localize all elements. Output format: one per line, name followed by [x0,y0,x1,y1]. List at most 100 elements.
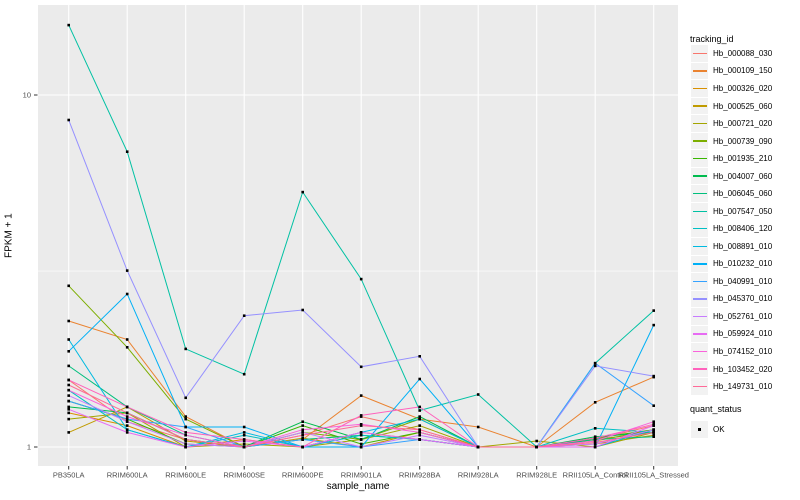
data-point-marker [593,364,597,368]
legend-key-box [691,80,708,97]
data-point-marker [418,415,421,418]
legend-color-line-swatch [692,368,707,370]
legend-color-line-swatch [692,87,707,90]
data-point-marker [184,431,187,434]
legend-color-line-swatch [692,122,707,125]
legend-item-Hb_103452_020: Hb_103452_020 [691,360,772,378]
data-point-marker [242,431,246,434]
data-point-marker [242,372,246,376]
data-point-marker [652,374,655,378]
data-point-marker [652,431,655,434]
legend-key-box [691,185,708,202]
legend-color-line-swatch [692,315,707,318]
data-point-marker [125,428,129,431]
data-point-marker [125,338,129,341]
legend-key-box [691,378,708,395]
legend-item-label: Hb_004007_060 [713,171,773,181]
legend-item-Hb_040991_010: Hb_040991_010 [691,273,772,291]
data-point-marker [125,415,129,418]
legend-color-line-swatch [692,140,707,142]
data-point-marker [67,417,70,421]
data-point-marker [184,438,187,441]
legend-item-label: Hb_059924_010 [713,329,773,339]
y-axis-title: FPKM + 1 [3,213,15,259]
data-point-marker [359,438,363,441]
y-tick-label: 1 [27,443,31,452]
x-tick-label-RRIM600LA: RRIM600LA [107,471,148,480]
data-point-marker [301,445,304,449]
legend-color-line-swatch [692,263,707,265]
data-point-marker [67,431,70,434]
legend-color-line-swatch [692,333,707,335]
data-point-marker [593,361,597,365]
data-point-marker [184,415,187,418]
data-point-marker [67,378,70,382]
legend-key-box [691,132,708,150]
data-point-marker [242,438,246,441]
legend-color-line-swatch [692,52,707,55]
data-point-marker [652,404,655,407]
legend-item-Hb_045370_010: Hb_045370_010 [691,290,772,308]
data-point-marker [125,417,129,421]
data-point-marker [652,420,655,423]
legend-item-label: OK [713,425,725,435]
data-point-marker [184,425,187,429]
legend-key-box [691,360,708,378]
legend-item-label: Hb_000088_030 [713,48,773,58]
legend-key-box [691,421,708,439]
data-point-marker [593,436,597,440]
data-point-marker [125,431,129,434]
legend-item-Hb_000109_150: Hb_000109_150 [691,62,772,80]
data-point-marker [418,431,421,434]
data-point-marker [67,399,70,403]
data-point-marker [301,436,304,440]
x-tick-label-RRIM901LA: RRIM901LA [341,471,382,480]
data-point-marker [125,346,129,349]
data-point-marker [67,284,70,288]
data-point-marker [125,292,129,296]
data-point-marker [593,427,597,430]
data-point-marker [67,408,70,411]
x-tick-label-PB350LA: PB350LA [53,471,85,480]
legend-item-ok: OK [691,421,725,439]
legend-item-label: Hb_006045_060 [713,189,773,199]
legend-item-label: Hb_103452_020 [713,364,773,374]
legend-color-line-swatch [692,105,707,107]
data-point-marker [301,433,304,437]
data-point-marker [652,423,655,426]
data-point-marker [301,438,304,441]
data-point-marker [593,439,597,443]
legend-color-line-swatch [692,70,707,72]
data-point-marker [476,425,480,429]
data-point-marker [418,438,421,441]
legend-item-Hb_008406_120: Hb_008406_120 [691,220,772,238]
legend-color-line-swatch [692,228,707,230]
legend: tracking_id Hb_000088_030 Hb_000109_150 Hb… [688,0,800,500]
x-tick-label-RRIM928LE: RRIM928LE [516,471,557,480]
data-point-marker [242,425,246,429]
data-point-marker [652,433,655,437]
data-point-marker [67,23,70,27]
data-point-marker [359,424,363,427]
legend-item-Hb_052761_010: Hb_052761_010 [691,308,772,326]
legend-color-line-swatch [692,385,707,388]
x-tick-label-RRIM928LA: RRIM928LA [458,471,499,480]
legend-key-box [691,238,708,255]
data-point-marker [652,428,655,431]
data-point-marker [242,445,246,449]
legend-item-Hb_006045_060: Hb_006045_060 [691,185,772,203]
data-point-marker [359,431,363,434]
data-point-marker [652,435,655,438]
legend-item-Hb_000739_090: Hb_000739_090 [691,132,772,150]
data-point-marker [242,439,246,443]
legend-item-Hb_001935_210: Hb_001935_210 [691,150,772,168]
data-point-marker [593,442,597,446]
data-point-marker [593,435,597,438]
data-point-marker [242,314,246,317]
data-point-marker [301,420,304,423]
legend-item-Hb_007547_050: Hb_007547_050 [691,202,772,220]
legend-item-label: Hb_052761_010 [713,311,773,321]
legend-key-box [691,255,708,273]
